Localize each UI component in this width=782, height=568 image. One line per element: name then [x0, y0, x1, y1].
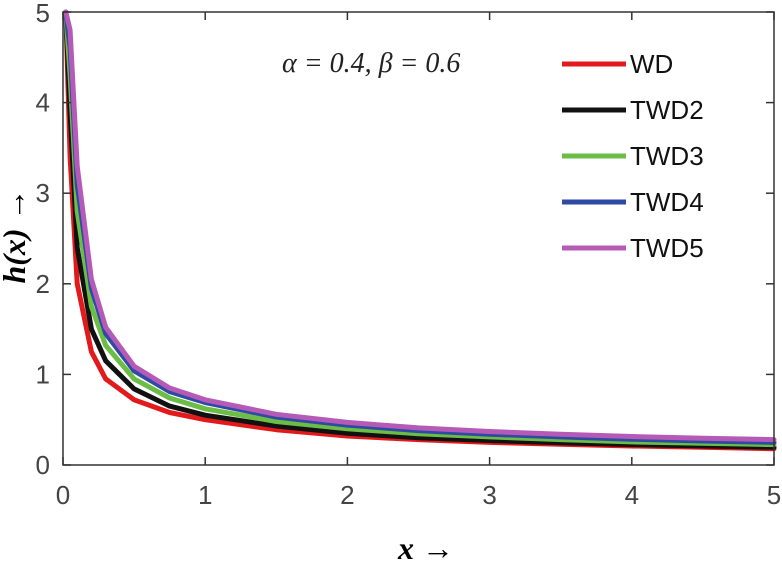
legend-label-wd: WD	[630, 49, 673, 79]
legend-label-twd5: TWD5	[630, 233, 704, 263]
x-axis-label: x →	[397, 530, 454, 566]
x-tick-label: 0	[56, 480, 70, 510]
x-tick-label: 4	[625, 480, 639, 510]
x-tick-label: 5	[767, 480, 781, 510]
y-axis-label: h(x) →	[0, 188, 32, 283]
y-tick-label: 5	[36, 0, 50, 28]
annotation-text: α = 0.4, β = 0.6	[282, 48, 460, 79]
axis-ticks: 0 1 2 3 4 5 0 1 2 3 4 5	[36, 0, 782, 510]
series-line-twd3	[63, 9, 777, 448]
y-tick-label: 1	[36, 359, 50, 389]
y-tick-label: 4	[36, 88, 50, 118]
legend-label-twd2: TWD2	[630, 95, 704, 125]
x-tick-label: 3	[482, 480, 496, 510]
series-lines	[63, 9, 777, 452]
legend-label-twd4: TWD4	[630, 187, 704, 217]
x-tick-label: 2	[340, 480, 354, 510]
series-line-twd5	[63, 9, 777, 443]
legend: WD TWD2 TWD3 TWD4 TWD5	[562, 49, 704, 263]
series-line-twd2	[63, 9, 777, 450]
y-tick-label: 3	[36, 178, 50, 208]
plot-frame	[62, 11, 775, 466]
x-tick-label: 1	[198, 480, 212, 510]
y-tick-label: 2	[36, 269, 50, 299]
legend-label-twd3: TWD3	[630, 141, 704, 171]
y-tick-label: 0	[36, 450, 50, 480]
